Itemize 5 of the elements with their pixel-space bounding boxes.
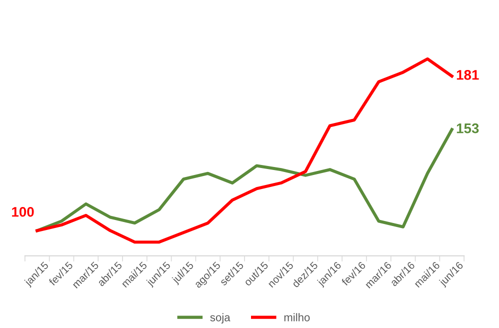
legend-label: milho — [284, 313, 310, 322]
legend-label: soja — [210, 313, 230, 324]
data-label: 181 — [456, 70, 479, 80]
data-label: 100 — [12, 206, 34, 217]
data-label: 153 — [456, 123, 479, 134]
